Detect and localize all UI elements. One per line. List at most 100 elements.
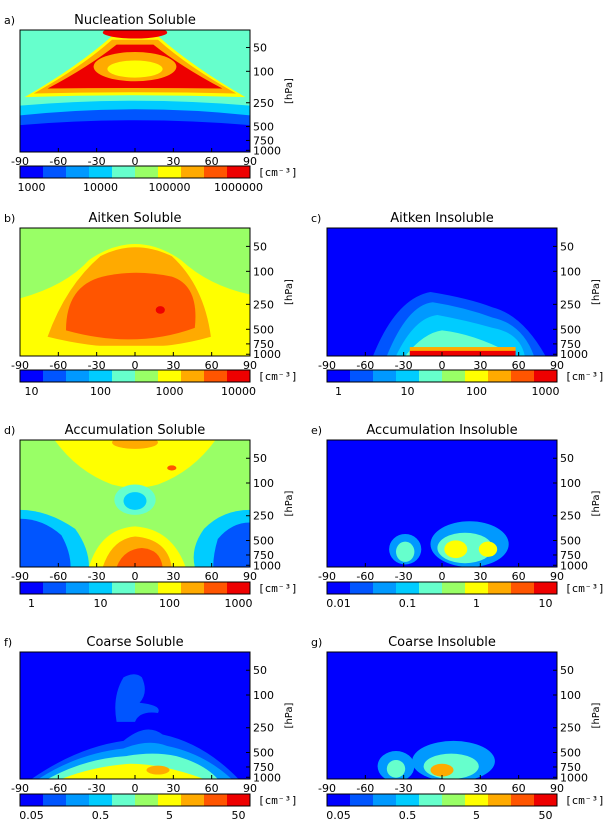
colorbar-swatch xyxy=(419,370,442,382)
colorbar-label: 0.01 xyxy=(326,597,351,610)
x-tick-label: 90 xyxy=(550,570,564,583)
y-tick-label: 750 xyxy=(253,134,274,147)
colorbar-swatch xyxy=(158,166,181,178)
colorbar-label: 0.1 xyxy=(399,597,417,610)
x-tick-label: 0 xyxy=(132,782,139,795)
colorbar-frame xyxy=(19,165,251,179)
panel-letter: a) xyxy=(4,14,15,27)
panel-contours xyxy=(327,652,557,779)
colorbar-frame xyxy=(326,369,558,383)
colorbar-swatch xyxy=(465,582,488,594)
contour-band xyxy=(386,759,406,778)
colorbar-label: 1 xyxy=(473,597,480,610)
y-tick-label: 250 xyxy=(253,298,274,311)
colorbar-label: 5 xyxy=(166,809,173,822)
colorbar-swatch xyxy=(20,166,43,178)
panel-g: g) Coarse Insoluble -90 -60 -30 0 30 60 90 50 100 2… xyxy=(311,635,605,822)
colorbar-label: 10 xyxy=(25,385,39,398)
colorbar-unit: [cm⁻³] xyxy=(258,582,298,595)
y-tick-label: 100 xyxy=(253,65,274,78)
colorbar-frame xyxy=(19,369,251,383)
colorbar-label: 100 xyxy=(159,597,180,610)
y-axis-label: [hPa] xyxy=(591,279,602,305)
colorbar-swatch xyxy=(66,582,89,594)
contour-band xyxy=(213,522,250,567)
y-tick-label: 50 xyxy=(560,664,574,677)
colorbar-swatch xyxy=(135,370,158,382)
x-tick-label: 60 xyxy=(205,570,219,583)
panel-title: Accumulation Soluble xyxy=(65,423,206,438)
colorbar-swatch xyxy=(350,370,373,382)
y-tick-label: 500 xyxy=(253,323,274,336)
x-tick-label: 30 xyxy=(166,359,180,372)
colorbar-label: 1000 xyxy=(18,181,46,194)
contour-band xyxy=(20,30,71,44)
y-tick-label: 750 xyxy=(560,549,581,562)
x-tick-label: 60 xyxy=(512,570,526,583)
x-tick-label: -90 xyxy=(318,570,336,583)
colorbar-swatch xyxy=(181,794,204,806)
y-tick-label: 100 xyxy=(560,477,581,490)
x-tick-label: 30 xyxy=(166,570,180,583)
y-axis-label: [hPa] xyxy=(284,78,295,104)
panel-letter: c) xyxy=(311,212,321,225)
contour-band xyxy=(123,492,147,510)
x-tick-label: -60 xyxy=(356,782,374,795)
colorbar-swatch xyxy=(135,794,158,806)
contour-band xyxy=(409,350,516,356)
colorbar-label: 100 xyxy=(90,385,111,398)
colorbar-swatch xyxy=(43,582,66,594)
y-tick-label: 1000 xyxy=(560,559,588,572)
x-tick-label: -90 xyxy=(11,359,29,372)
contour-band xyxy=(199,30,250,44)
x-tick-label: 30 xyxy=(473,359,487,372)
colorbar-swatch xyxy=(373,370,396,382)
panel-contours xyxy=(327,228,557,356)
colorbar-swatch xyxy=(112,166,135,178)
contour-band xyxy=(112,440,158,449)
panel-letter: f) xyxy=(4,636,12,649)
colorbar-swatch xyxy=(181,166,204,178)
colorbar-swatch xyxy=(534,794,557,806)
colorbar-swatch xyxy=(66,370,89,382)
x-tick-label: 90 xyxy=(243,570,257,583)
colorbar-label: 0.5 xyxy=(399,809,417,822)
y-axis-label: [hPa] xyxy=(284,702,295,728)
y-axis-label: [hPa] xyxy=(284,279,295,305)
x-tick-label: -60 xyxy=(49,782,67,795)
contour-band xyxy=(54,440,216,488)
y-tick-label: 250 xyxy=(253,510,274,523)
x-tick-label: 0 xyxy=(439,782,446,795)
x-tick-label: -90 xyxy=(11,782,29,795)
x-tick-label: 30 xyxy=(473,782,487,795)
x-tick-label: 60 xyxy=(205,782,219,795)
panel-letter: b) xyxy=(4,212,15,225)
colorbar-frame xyxy=(19,793,251,807)
panel-letter: d) xyxy=(4,424,15,437)
panel-d: d) Accumulation Soluble -90 -60 -30 0 30 60 90 50… xyxy=(4,423,298,610)
y-tick-label: 250 xyxy=(560,510,581,523)
x-tick-label: 0 xyxy=(132,359,139,372)
colorbar-swatch xyxy=(181,370,204,382)
y-tick-label: 1000 xyxy=(253,559,281,572)
colorbar-swatch xyxy=(442,370,465,382)
x-tick-label: 60 xyxy=(512,782,526,795)
colorbar-swatch xyxy=(419,794,442,806)
colorbar-unit: [cm⁻³] xyxy=(258,166,298,179)
y-tick-label: 500 xyxy=(560,746,581,759)
y-tick-label: 250 xyxy=(253,722,274,735)
contour-band xyxy=(430,763,454,777)
colorbar-label: 1000 xyxy=(225,597,253,610)
y-tick-label: 100 xyxy=(253,689,274,702)
x-tick-label: 30 xyxy=(166,782,180,795)
colorbar-swatch xyxy=(112,794,135,806)
y-tick-label: 100 xyxy=(253,477,274,490)
y-tick-label: 750 xyxy=(253,761,274,774)
contour-band xyxy=(20,518,71,567)
colorbar-swatch xyxy=(327,370,350,382)
colorbar-label: 10000 xyxy=(83,181,118,194)
colorbar-swatch xyxy=(350,794,373,806)
colorbar-swatch xyxy=(227,794,250,806)
colorbar-swatch xyxy=(89,166,112,178)
